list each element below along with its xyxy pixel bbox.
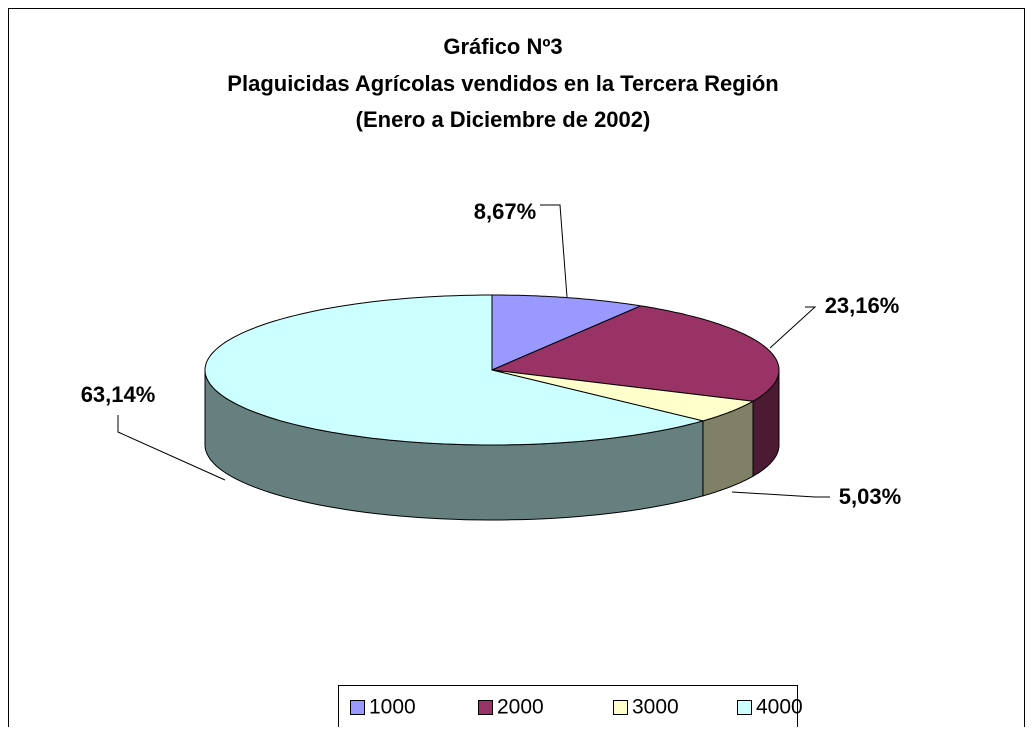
legend-swatch [613,700,628,715]
legend-label: 4000 [756,696,803,719]
leader-line [117,415,226,481]
chart-title: (Enero a Diciembre de 2002) [356,107,651,132]
chart-title: Plaguicidas Agrícolas vendidos en la Ter… [227,71,778,96]
legend-label: 3000 [632,696,679,719]
data-label: 23,16% [825,293,900,318]
data-label: 63,14% [81,382,156,407]
legend-label: 1000 [369,696,416,719]
pie-slice [490,305,780,402]
data-label: 5,03% [839,484,901,509]
data-label: 8,67% [474,199,536,224]
leader-line [731,491,830,498]
leader-line [769,306,817,349]
legend-swatch [350,700,365,715]
pie-slice [491,369,755,422]
pie-slice [204,294,705,446]
leader-line [540,204,568,298]
legend-swatch [478,700,493,715]
chart-title: Gráfico Nº3 [443,34,562,59]
legend-swatch [737,700,752,715]
legend-box [338,685,798,732]
pie-slice [491,294,643,371]
legend-label: 2000 [497,696,544,719]
